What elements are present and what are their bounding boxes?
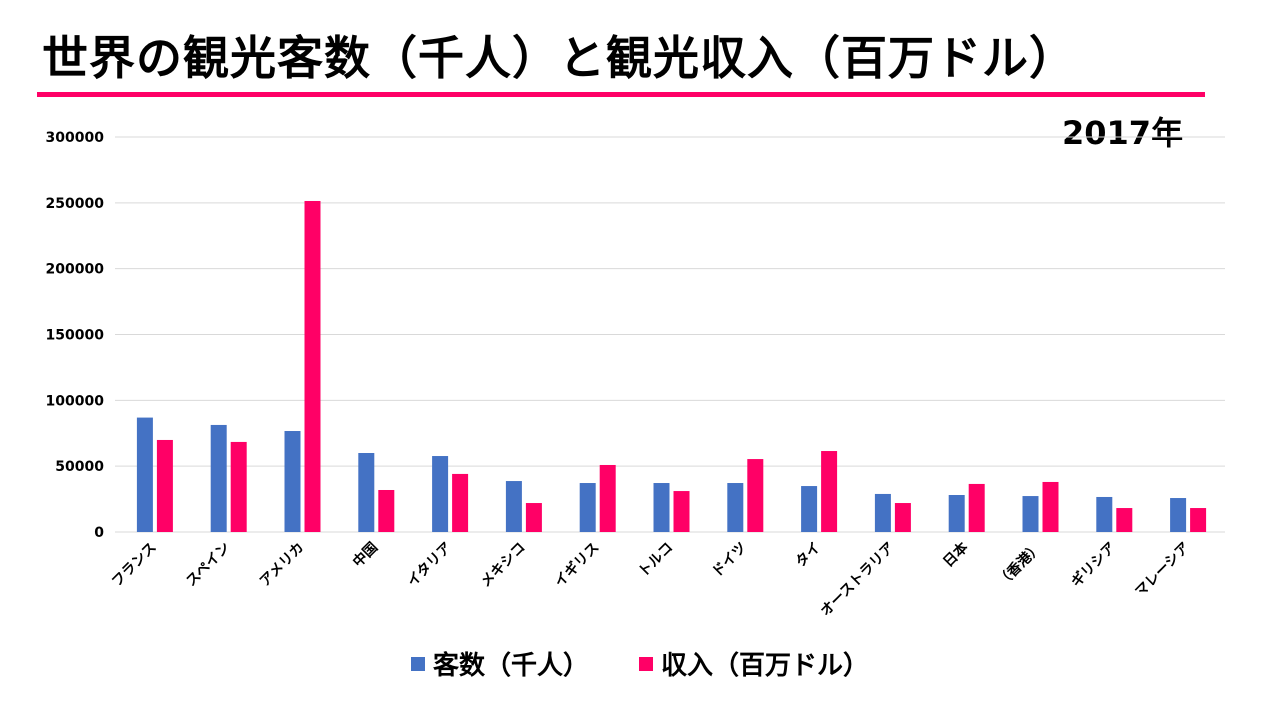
bar-visitors <box>874 493 891 532</box>
x-tick-label: フランス <box>109 540 160 591</box>
legend: 客数（千人） 収入（百万ドル） <box>0 645 1280 682</box>
x-tick-label: （香港） <box>994 539 1046 591</box>
bar-revenue <box>156 439 173 532</box>
x-tick-label: オーストラリア <box>818 540 898 620</box>
bar-visitors <box>801 486 818 532</box>
y-tick-label: 100000 <box>46 393 105 409</box>
x-tick-label: マレーシア <box>1132 540 1193 601</box>
bar-visitors <box>432 456 449 532</box>
x-tick-label: 日本 <box>940 538 973 571</box>
bar-visitors <box>1170 498 1187 532</box>
x-tick-label: メキシコ <box>478 540 529 591</box>
bar-visitors <box>136 417 153 532</box>
bar-revenue <box>525 503 542 532</box>
legend-label-revenue: 収入（百万ドル） <box>661 651 870 681</box>
bar-revenue <box>230 441 247 532</box>
bar-visitors <box>210 424 227 532</box>
bar-revenue <box>1042 481 1059 532</box>
y-tick-label: 250000 <box>46 196 105 212</box>
bar-revenue <box>673 491 690 532</box>
bar-revenue <box>1116 508 1133 532</box>
bar-revenue <box>599 464 616 532</box>
bar-visitors <box>1096 496 1113 532</box>
bar-revenue <box>452 473 469 532</box>
bar-visitors <box>948 495 965 532</box>
bar-revenue <box>968 483 985 532</box>
x-tick-label: イギリス <box>551 539 603 591</box>
x-tick-label: トルコ <box>636 540 677 581</box>
legend-item-revenue: 収入（百万ドル） <box>639 645 869 682</box>
year-label: 2017年 <box>1062 114 1184 152</box>
x-tick-label: アメリカ <box>257 540 307 590</box>
title-underline <box>37 92 1205 97</box>
x-tick-label: スペイン <box>183 540 233 590</box>
bar-visitors <box>505 481 522 532</box>
bar-revenue <box>304 200 321 533</box>
bar-visitors <box>358 453 375 532</box>
bar-revenue <box>821 451 838 532</box>
x-tick-label: 中国 <box>349 539 381 571</box>
bar-visitors <box>1022 496 1039 532</box>
bar-visitors <box>727 483 744 532</box>
bar-visitors <box>653 483 670 532</box>
legend-swatch-visitors <box>410 656 425 671</box>
y-tick-label: 150000 <box>46 328 105 344</box>
bar-visitors <box>579 483 596 532</box>
legend-item-visitors: 客数（千人） <box>410 645 589 682</box>
page-title: 世界の観光客数（千人）と観光収入（百万ドル） <box>42 31 1076 85</box>
x-tick-label: ギリシア <box>1068 539 1120 591</box>
legend-swatch-revenue <box>639 656 653 671</box>
bar-revenue <box>747 459 764 532</box>
x-tick-label: ドイツ <box>709 540 750 581</box>
bar-revenue <box>894 503 911 532</box>
legend-label-visitors: 客数（千人） <box>432 651 589 681</box>
bar-revenue <box>378 489 395 532</box>
x-tick-label: イタリア <box>404 540 455 591</box>
x-tick-label: タイ <box>793 540 824 571</box>
y-tick-label: 0 <box>94 525 104 541</box>
bar-visitors <box>284 431 301 532</box>
y-tick-label: 300000 <box>46 130 105 146</box>
y-tick-label: 200000 <box>46 262 105 278</box>
bar-revenue <box>1190 508 1207 532</box>
y-tick-label: 50000 <box>55 459 104 475</box>
